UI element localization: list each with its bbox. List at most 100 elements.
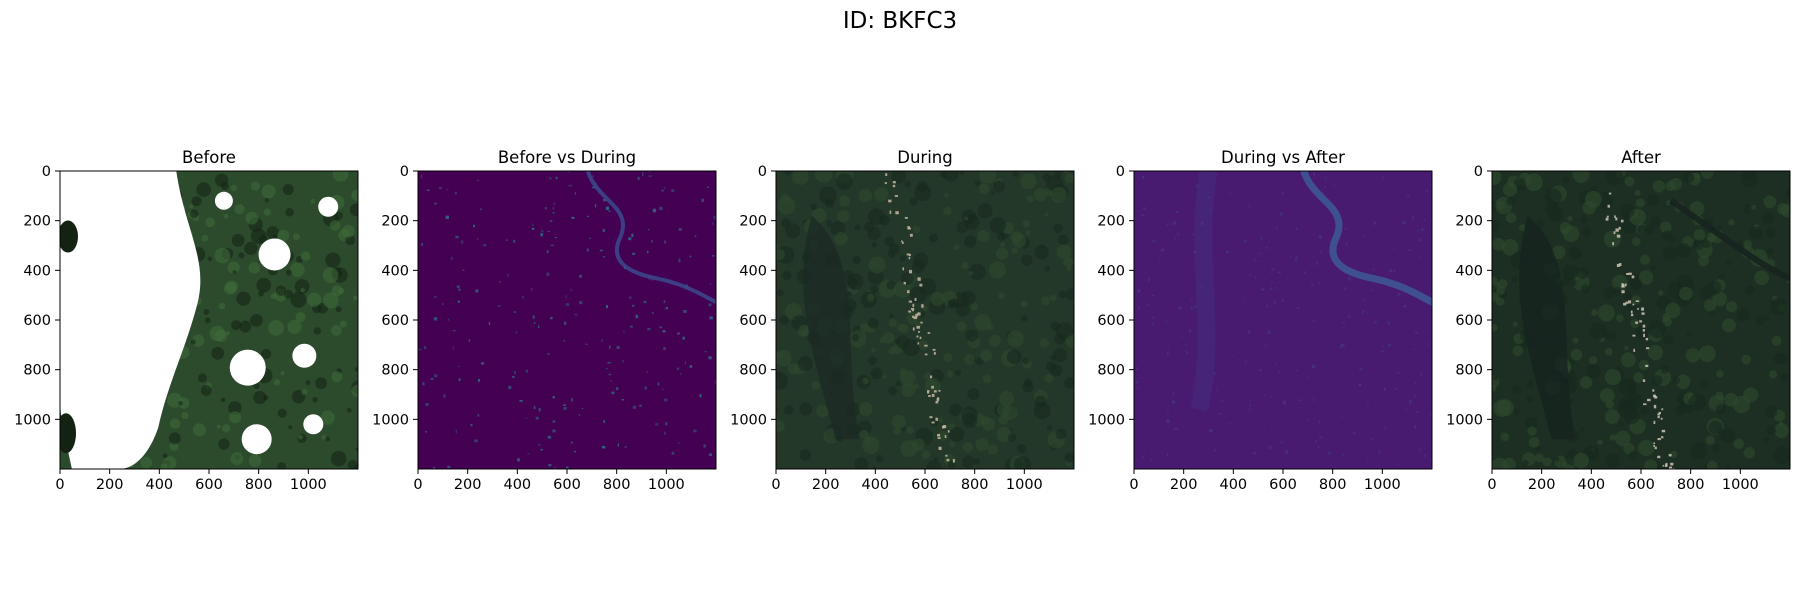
change-pixel [1377,450,1381,454]
terrain-patch [1493,375,1498,381]
y-tick-label: 200 [381,214,409,230]
terrain-patch [1620,203,1635,219]
change-pixel [563,321,567,325]
change-pixel [570,288,572,292]
change-pixel [1207,196,1210,200]
terrain-patch [216,424,221,429]
terrain-patch [1638,359,1650,371]
terrain-patch [893,281,911,298]
terrain-patch [893,427,901,435]
urban-pixel [933,390,937,393]
x-tick-label: 600 [1269,477,1297,493]
terrain-patch [1628,450,1637,459]
urban-pixel [1612,242,1615,246]
terrain-patch [1586,363,1601,379]
terrain-patch [1745,203,1751,209]
terrain-patch [949,441,956,447]
terrain-patch [922,305,928,311]
water-body [1519,215,1576,440]
terrain-patch [895,380,902,387]
terrain-patch [345,235,356,246]
change-pixel [1425,189,1429,193]
terrain-patch [273,379,281,386]
terrain-patch [325,252,341,268]
change-pixel [1308,450,1310,452]
change-pixel [651,279,654,281]
terrain-patch [843,270,854,280]
urban-pixel [909,233,913,237]
terrain-patch [1679,286,1693,301]
terrain-patch [912,225,921,234]
change-pixel [1418,238,1421,242]
terrain-patch [911,260,925,274]
x-tick-label: 400 [503,477,531,493]
change-pixel [1417,229,1419,233]
x-tick-label: 200 [454,477,482,493]
terrain-patch [784,171,792,176]
terrain-patch [1741,354,1752,365]
change-pixel [1297,407,1300,409]
change-pixel [1370,289,1373,292]
terrain-patch [197,373,207,383]
terrain-patch [1502,182,1518,197]
change-pixel [708,303,712,307]
terrain-patch [1660,365,1670,374]
x-tick-label: 1000 [290,477,327,493]
urban-pixel [1625,301,1629,304]
change-pixel [525,369,528,373]
terrain-patch [1492,171,1502,186]
change-pixel [476,238,479,240]
change-pixel [1420,373,1423,376]
terrain-patch [354,367,358,372]
change-pixel [458,378,461,381]
y-tick-label: 800 [1455,363,1483,379]
terrain-patch [955,302,970,317]
terrain-patch [1764,405,1778,418]
change-pixel [602,198,607,202]
terrain-patch [1039,338,1050,348]
river-change [1300,171,1432,306]
change-pixel [433,466,436,469]
change-pixel [1281,299,1285,302]
terrain-patch [1728,219,1735,226]
terrain-patch [834,232,848,246]
urban-pixel [1658,411,1661,415]
urban-pixel [921,304,924,308]
terrain-patch [776,372,788,390]
change-pixel [622,360,624,363]
change-pixel [566,466,569,469]
terrain-patch [1618,377,1637,396]
change-pixel [1358,383,1362,387]
change-pixel [1174,428,1178,430]
x-tick-label: 400 [861,477,889,493]
change-pixel [1244,360,1247,363]
change-pixel [562,404,567,406]
terrain-patch [331,371,343,383]
terrain-patch [960,290,976,306]
panel-2: Before vs During 0 200 400 600 800 1000 0 200 400… [372,148,717,493]
change-pixel [606,305,609,309]
terrain-patch [1570,348,1583,361]
change-pixel [568,184,573,187]
urban-pixel [1623,302,1627,306]
change-pixel [1144,452,1146,455]
terrain-patch [168,432,181,445]
y-tick-label: 1000 [1088,412,1125,428]
urban-pixel [884,182,887,185]
change-pixel [1218,413,1222,415]
terrain-patch [1639,254,1651,265]
terrain-patch [1590,309,1598,316]
change-pixel [530,287,533,291]
panel-title: During [897,148,952,167]
change-pixel [616,387,619,391]
urban-pixel [941,425,945,429]
terrain-patch [1620,352,1636,368]
urban-pixel [1642,379,1646,382]
change-pixel [1213,372,1216,375]
terrain-patch [1526,380,1535,388]
change-pixel [632,304,635,307]
change-pixel [637,176,640,181]
terrain-patch [851,333,860,342]
terrain-patch [1662,230,1673,241]
change-pixel [474,439,478,443]
